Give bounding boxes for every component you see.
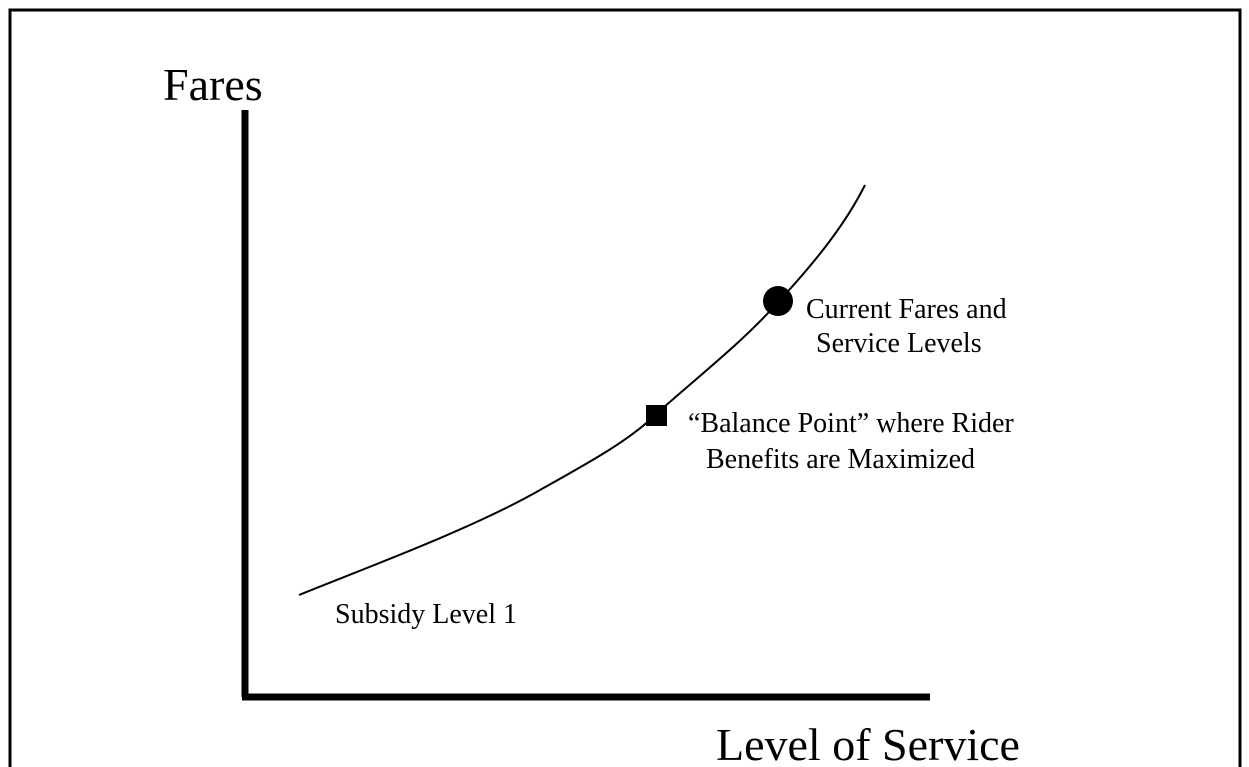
point-label: Service Levels xyxy=(816,328,982,359)
x-axis-label: Level of Service xyxy=(716,719,1020,767)
frame xyxy=(8,8,1242,767)
point-label: Current Fares and xyxy=(806,294,1007,325)
balance-point xyxy=(646,405,667,426)
current-point xyxy=(763,286,793,316)
curve-label: Subsidy Level 1 xyxy=(335,599,517,630)
y-axis-label: Fares xyxy=(163,59,263,110)
point-label: Benefits are Maximized xyxy=(706,444,975,475)
point-label: “Balance Point” where Rider xyxy=(688,408,1014,439)
